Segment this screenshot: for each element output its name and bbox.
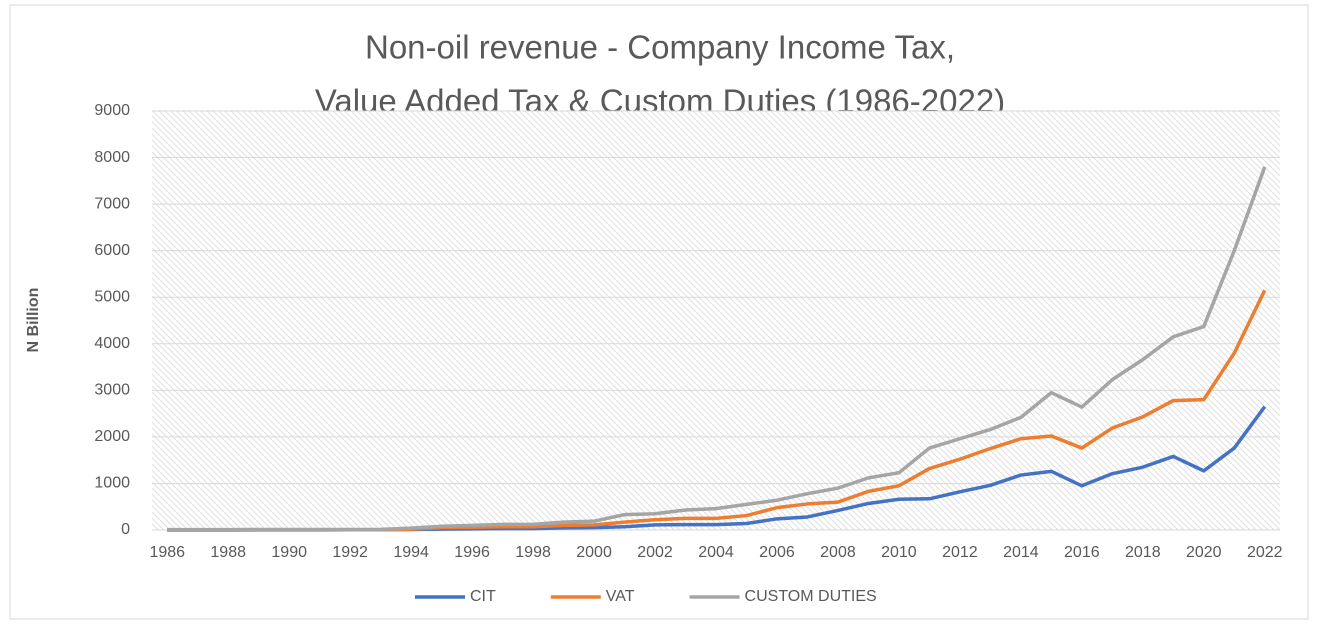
legend-label: VAT [606,588,635,605]
y-tick-label: 0 [121,521,130,538]
x-tick-label: 1990 [271,544,307,561]
y-tick-label: 7000 [94,195,130,212]
x-tick-label: 2012 [942,544,978,561]
y-tick-label: 2000 [94,428,130,445]
x-tick-label: 1992 [332,544,368,561]
x-tick-label: 2004 [698,544,734,561]
x-tick-label: 2006 [759,544,795,561]
legend-label: CUSTOM DUTIES [745,588,877,605]
x-tick-label: 2014 [1003,544,1039,561]
x-tick-label: 1988 [210,544,246,561]
x-tick-label: 2016 [1064,544,1100,561]
x-tick-label: 1986 [149,544,185,561]
x-tick-label: 2020 [1186,544,1222,561]
x-tick-label: 2000 [576,544,612,561]
x-tick-label: 1996 [454,544,490,561]
y-tick-label: 3000 [94,382,130,399]
y-tick-label: 9000 [94,102,130,119]
y-tick-label: 5000 [94,288,130,305]
y-tick-label: 8000 [94,149,130,166]
chart-title: Non-oil revenue - Company Income Tax, [365,29,955,66]
y-tick-label: 1000 [94,475,130,492]
plot-area [152,111,1280,530]
x-tick-label: 2018 [1125,544,1161,561]
y-tick-label: 4000 [94,335,130,352]
series-line [167,166,1267,532]
legend-label: CIT [470,588,496,605]
y-tick-label: 6000 [94,242,130,259]
x-tick-label: 2010 [881,544,917,561]
x-tick-label: 2008 [820,544,856,561]
y-axis-label: N Billion [25,288,42,353]
x-tick-label: 1994 [393,544,429,561]
x-tick-label: 1998 [515,544,551,561]
x-tick-label: 2022 [1247,544,1283,561]
x-tick-label: 2002 [637,544,673,561]
